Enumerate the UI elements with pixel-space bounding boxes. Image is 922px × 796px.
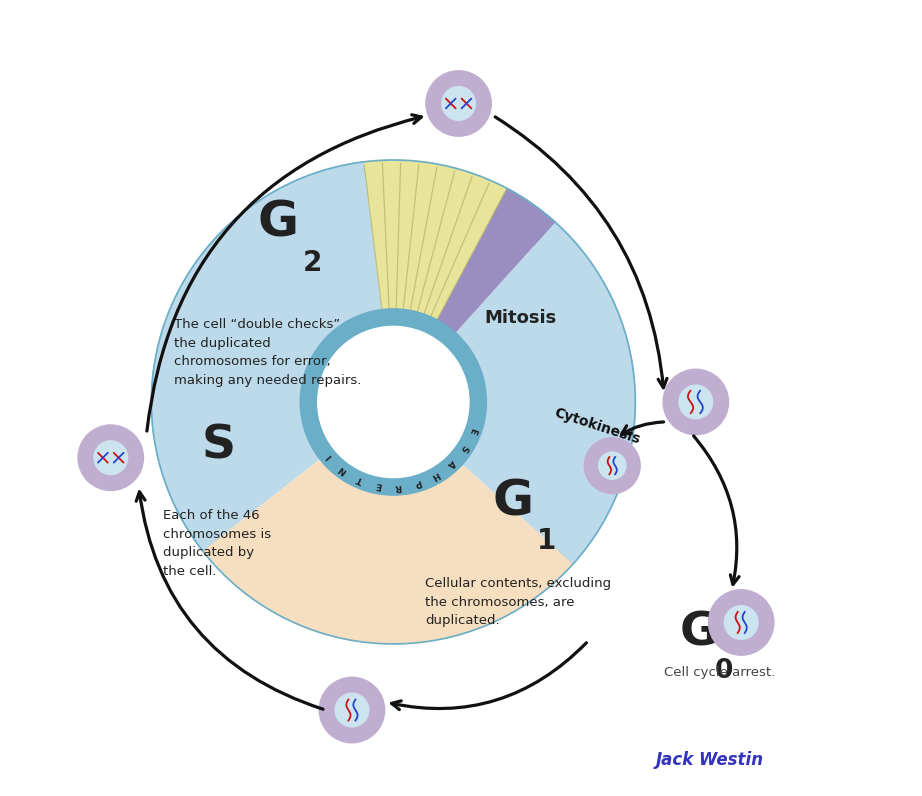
Text: G: G — [257, 199, 299, 247]
Text: 2: 2 — [302, 248, 322, 277]
Text: T: T — [355, 474, 364, 485]
Circle shape — [77, 424, 144, 491]
Text: G: G — [492, 478, 533, 525]
Text: A: A — [445, 458, 457, 469]
Text: Cytokinesis: Cytokinesis — [552, 405, 643, 447]
Circle shape — [301, 309, 487, 495]
Circle shape — [662, 369, 729, 435]
Wedge shape — [202, 402, 573, 645]
Wedge shape — [394, 188, 556, 402]
Wedge shape — [150, 161, 394, 552]
Circle shape — [708, 589, 774, 656]
Circle shape — [335, 693, 370, 728]
Circle shape — [679, 384, 714, 419]
Text: R: R — [395, 482, 402, 491]
Wedge shape — [204, 402, 573, 643]
Wedge shape — [394, 223, 634, 564]
Text: G: G — [680, 611, 718, 655]
Circle shape — [318, 326, 469, 478]
Text: S: S — [201, 423, 235, 468]
Wedge shape — [394, 221, 636, 564]
Text: S: S — [458, 443, 469, 454]
Text: P: P — [413, 478, 422, 488]
Wedge shape — [394, 189, 555, 402]
Circle shape — [184, 193, 603, 611]
Text: Jack Westin: Jack Westin — [656, 751, 763, 769]
Text: N: N — [337, 464, 349, 475]
Text: 0: 0 — [715, 658, 733, 684]
Text: The cell “double checks”
the duplicated
chromosomes for error,
making any needed: The cell “double checks” the duplicated … — [174, 318, 361, 387]
Text: H: H — [430, 470, 441, 481]
Text: Cellular contents, excluding
the chromosomes, are
duplicated.: Cellular contents, excluding the chromos… — [425, 577, 611, 627]
Text: Cell cycle arrest.: Cell cycle arrest. — [664, 666, 775, 679]
Wedge shape — [364, 161, 506, 402]
Text: E: E — [467, 427, 478, 435]
Circle shape — [93, 440, 128, 475]
Wedge shape — [364, 159, 507, 402]
Circle shape — [597, 451, 627, 480]
Circle shape — [584, 437, 641, 494]
Circle shape — [150, 159, 636, 645]
Wedge shape — [152, 162, 394, 550]
Text: Mitosis: Mitosis — [485, 310, 557, 327]
Circle shape — [441, 86, 476, 121]
Circle shape — [724, 605, 759, 640]
Text: 1: 1 — [538, 527, 557, 556]
Text: E: E — [375, 480, 383, 490]
Text: I: I — [325, 452, 333, 460]
Text: Each of the 46
chromosomes is
duplicated by
the cell.: Each of the 46 chromosomes is duplicated… — [162, 509, 271, 578]
Circle shape — [318, 677, 385, 743]
Circle shape — [425, 70, 492, 137]
